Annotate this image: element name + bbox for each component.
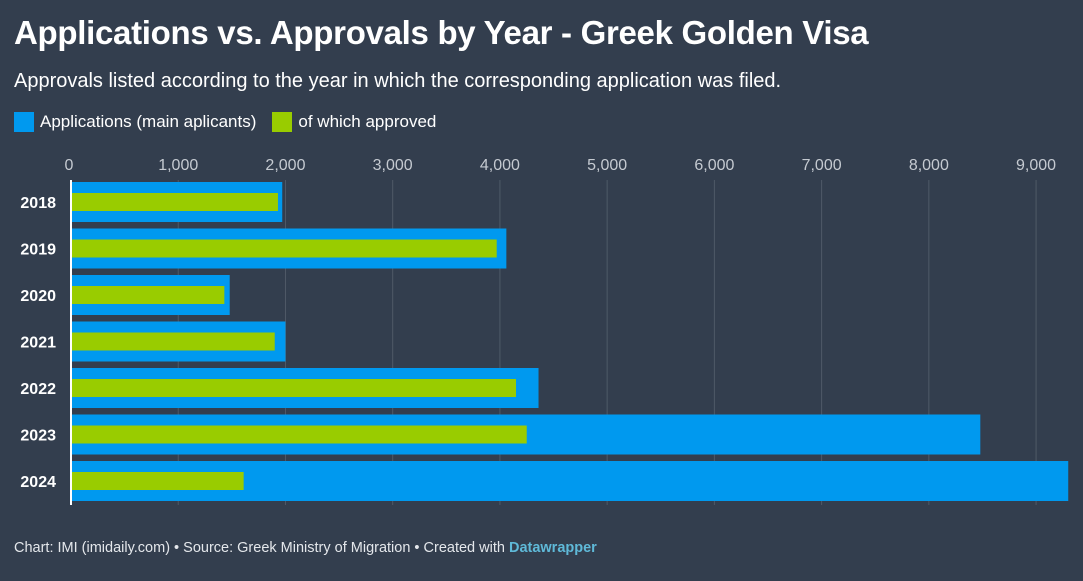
legend-item-approved: of which approved [272, 112, 436, 132]
y-category-label: 2018 [20, 195, 56, 212]
legend-label-approved: of which approved [298, 112, 437, 131]
x-tick-label: 1,000 [158, 157, 198, 174]
datawrapper-link[interactable]: Datawrapper [508, 540, 597, 556]
chart-footer: Chart: IMI (imidaily.com) • Source: Gree… [14, 540, 597, 556]
y-category-label: 2020 [20, 288, 56, 305]
legend-label-applications: Applications (main aplicants) [40, 112, 257, 131]
legend: Applications (main aplicants) of which a… [14, 112, 452, 132]
bar-approved [71, 332, 275, 351]
bar-approved [71, 472, 244, 490]
bar-approved [71, 239, 497, 258]
x-tick-label: 0 [65, 157, 74, 174]
y-category-label: 2023 [20, 428, 56, 445]
x-tick-label: 5,000 [587, 157, 627, 174]
bar-approved [71, 286, 225, 304]
x-tick-label: 9,000 [1016, 157, 1056, 174]
x-tick-label: 7,000 [802, 157, 842, 174]
x-tick-label: 8,000 [909, 157, 949, 174]
legend-swatch-approved [272, 112, 293, 132]
footer-source-text: Chart: IMI (imidaily.com) • Source: Gree… [14, 540, 509, 556]
y-category-label: 2022 [20, 381, 56, 398]
x-tick-label: 3,000 [373, 157, 413, 174]
y-category-label: 2021 [20, 335, 56, 352]
y-category-label: 2024 [20, 474, 56, 491]
y-category-label: 2019 [20, 242, 56, 259]
x-tick-label: 2,000 [265, 157, 305, 174]
bar-approved [71, 379, 517, 397]
legend-swatch-applications [14, 112, 34, 132]
x-tick-label: 6,000 [694, 157, 734, 174]
legend-item-applications: Applications (main aplicants) [14, 112, 256, 132]
bar-approved [71, 425, 527, 444]
x-tick-label: 4,000 [480, 157, 520, 174]
chart-title: Applications vs. Approvals by Year - Gre… [14, 14, 869, 51]
chart-subtitle: Approvals listed according to the year i… [14, 70, 782, 92]
bar-approved [71, 193, 278, 211]
